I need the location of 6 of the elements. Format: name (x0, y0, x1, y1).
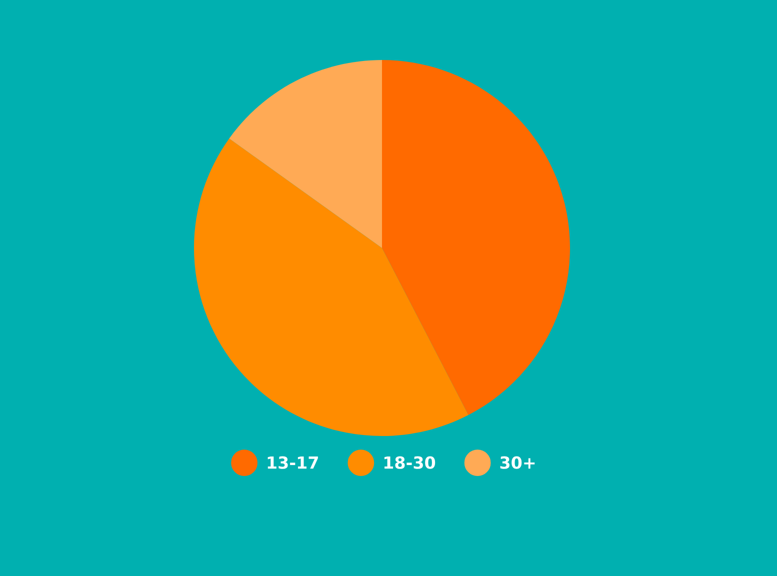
pie-slice (229, 60, 382, 248)
legend-label: 13-17 (268, 456, 318, 469)
pie-slice (194, 138, 468, 436)
legend-label: 30+ (500, 456, 535, 469)
legend-label: 18-30 (384, 456, 436, 469)
pie-slice (382, 60, 570, 415)
